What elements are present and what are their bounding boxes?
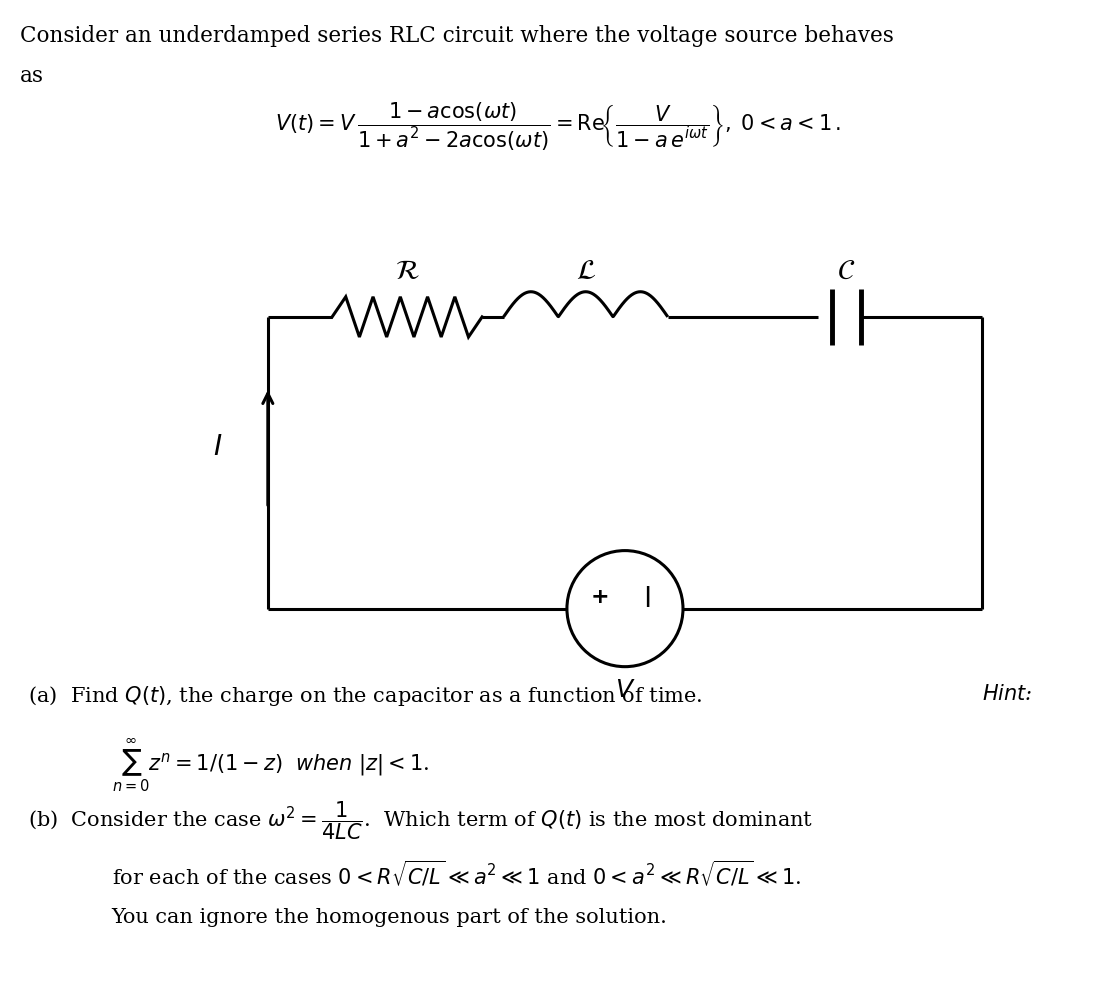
- Text: $\mathcal{L}$: $\mathcal{L}$: [576, 257, 596, 285]
- Text: +: +: [591, 586, 609, 607]
- Text: for each of the cases $0 < R\sqrt{C/L} \ll a^2 \ll 1$ and $0 < a^2 \ll R\sqrt{C/: for each of the cases $0 < R\sqrt{C/L} \…: [112, 858, 801, 888]
- Text: $V$: $V$: [615, 679, 635, 702]
- Text: $\mathcal{C}$: $\mathcal{C}$: [837, 257, 856, 285]
- Text: You can ignore the homogenous part of the solution.: You can ignore the homogenous part of th…: [112, 908, 667, 928]
- Ellipse shape: [567, 550, 683, 667]
- Text: (b)  Consider the case $\omega^2 = \dfrac{1}{4LC}$.  Which term of $Q(t)$ is the: (b) Consider the case $\omega^2 = \dfrac…: [28, 800, 814, 842]
- Text: |: |: [643, 586, 652, 607]
- Text: $\sum_{n=0}^{\infty} z^n = 1/(1 - z)$  $\mathit{when}$ $|z| < 1$.: $\sum_{n=0}^{\infty} z^n = 1/(1 - z)$ $\…: [112, 736, 429, 794]
- Text: as: as: [20, 65, 45, 88]
- Text: $I$: $I$: [213, 435, 222, 461]
- Text: (a)  Find $Q(t)$, the charge on the capacitor as a function of time.: (a) Find $Q(t)$, the charge on the capac…: [28, 684, 703, 708]
- Text: Consider an underdamped series RLC circuit where the voltage source behaves: Consider an underdamped series RLC circu…: [20, 25, 894, 47]
- Text: $\mathit{Hint}$:: $\mathit{Hint}$:: [982, 684, 1032, 704]
- Text: $\mathcal{R}$: $\mathcal{R}$: [395, 257, 420, 285]
- Text: $V(t) = V\,\dfrac{1 - a\cos(\omega t)}{1 + a^2 - 2a\cos(\omega t)}= \mathrm{Re}\: $V(t) = V\,\dfrac{1 - a\cos(\omega t)}{1…: [275, 101, 841, 153]
